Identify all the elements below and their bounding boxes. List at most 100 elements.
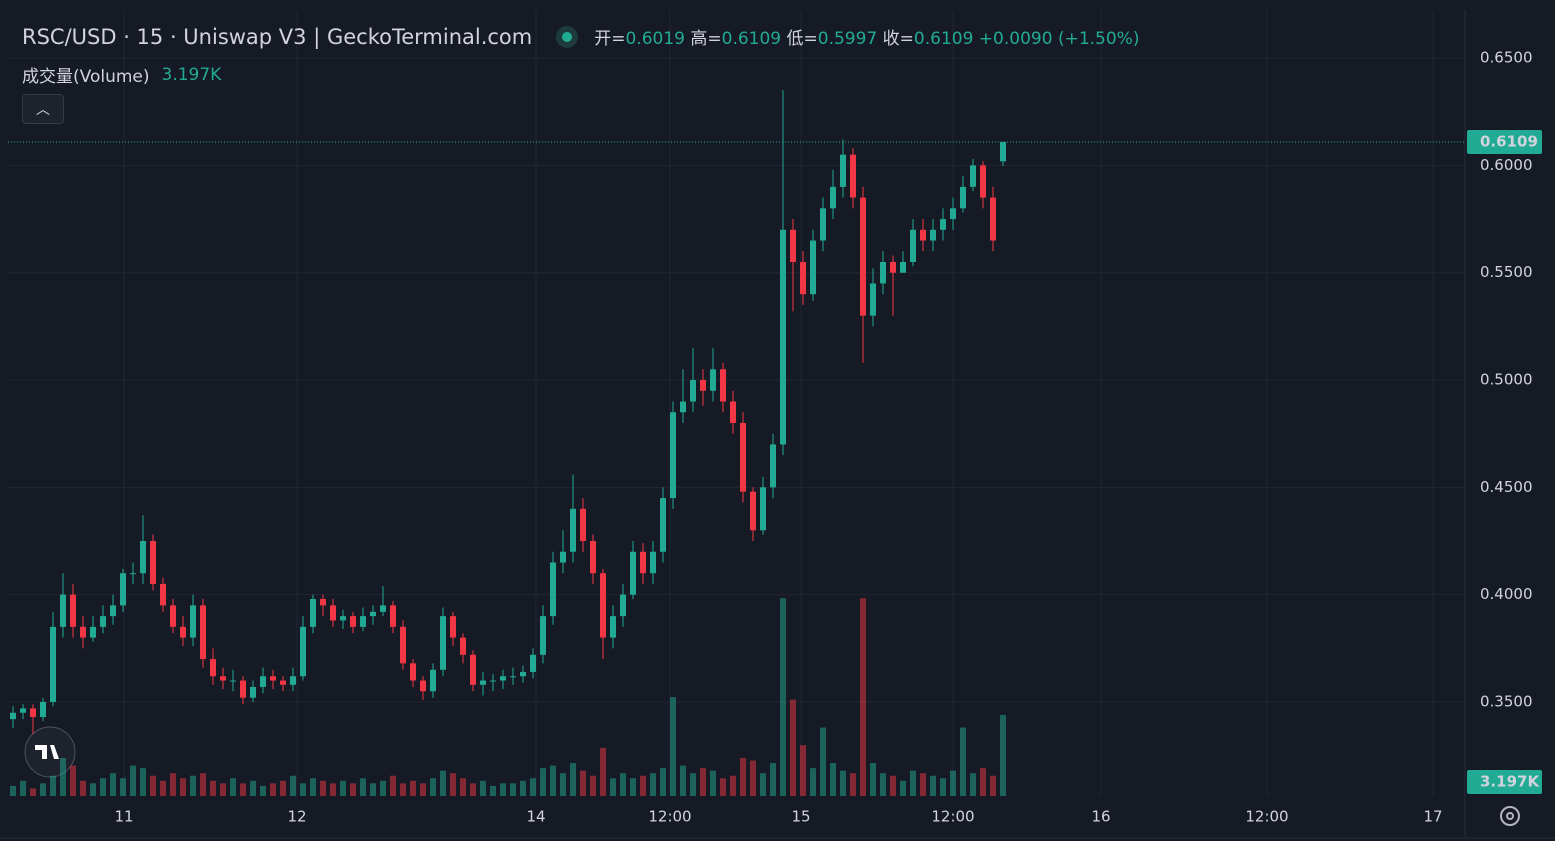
candle-body <box>420 680 426 692</box>
volume-bar <box>570 763 576 796</box>
settings-icon[interactable] <box>1500 806 1520 826</box>
volume-bar <box>380 780 386 796</box>
x-tick-label: 12:00 <box>931 808 974 826</box>
volume-bar <box>500 783 506 796</box>
candle-body <box>550 562 556 617</box>
volume-bar <box>660 768 666 796</box>
candle-body <box>280 680 286 685</box>
volume-bar <box>260 785 266 796</box>
volume-bar <box>780 598 786 796</box>
volume-bar <box>340 780 346 796</box>
volume-bar <box>320 780 326 796</box>
candle-body <box>510 676 516 678</box>
volume-bar <box>350 783 356 796</box>
candle-body <box>620 594 626 617</box>
candle-body <box>340 616 346 621</box>
volume-bar <box>510 783 516 796</box>
candle-body <box>630 551 636 595</box>
settings-button[interactable] <box>1500 806 1520 826</box>
volume-bar <box>720 778 726 796</box>
volume-bar <box>460 778 466 796</box>
candle-body <box>770 444 776 488</box>
candle-body <box>130 573 136 575</box>
volume-bar <box>580 770 586 796</box>
volume-bar <box>80 780 86 796</box>
candle-body <box>380 605 386 612</box>
volume-bar <box>210 780 216 796</box>
volume-bar <box>920 773 926 796</box>
candle-body <box>400 626 406 664</box>
volume-bar <box>970 773 976 796</box>
ohlc-label: 高= <box>690 29 722 49</box>
candle-body <box>750 491 756 531</box>
header: RSC/USD · 15 · Uniswap V3 | GeckoTermina… <box>22 24 1140 50</box>
candle-body <box>810 240 816 295</box>
candle-body <box>480 680 486 685</box>
volume-bar <box>150 775 156 796</box>
volume-bar <box>900 780 906 796</box>
candle-body <box>940 219 946 230</box>
candle-body <box>100 616 106 627</box>
open-value: 0.6019 <box>625 29 685 49</box>
volume-bar <box>60 757 66 796</box>
change-pct: (+1.50%) <box>1057 29 1140 49</box>
volume-bar <box>880 773 886 796</box>
candle-body <box>780 229 786 445</box>
candle-body <box>470 654 476 685</box>
candle-body <box>1000 142 1006 162</box>
y-tick-label: 0.5500 <box>1480 263 1533 281</box>
volume-bar <box>140 768 146 796</box>
x-tick-label: 11 <box>114 808 133 826</box>
volume-bar <box>940 778 946 796</box>
volume-bar <box>680 765 686 796</box>
volume-bar <box>110 773 116 796</box>
candle-body <box>170 605 176 627</box>
volume-bar <box>280 780 286 796</box>
pair-title: RSC/USD · 15 · Uniswap V3 | GeckoTermina… <box>22 24 533 49</box>
volume-bar <box>190 775 196 796</box>
candle-body <box>290 676 296 685</box>
candle-body <box>920 229 926 241</box>
candle-body <box>930 229 936 241</box>
candle-body <box>720 369 726 402</box>
volume-bar <box>530 778 536 796</box>
candle-body <box>900 261 906 273</box>
candle-body <box>70 594 76 627</box>
candle-body <box>860 197 866 316</box>
candle-body <box>460 637 466 655</box>
volume-header: 成交量(Volume) 3.197K <box>22 62 221 88</box>
volume-bar <box>890 775 896 796</box>
candle-body <box>800 261 806 295</box>
volume-bar <box>10 785 16 796</box>
logo-circle[interactable] <box>24 726 76 778</box>
volume-bar <box>850 773 856 796</box>
x-tick-label: 12 <box>287 808 306 826</box>
collapse-button[interactable]: ︿ <box>22 94 64 124</box>
candle-body <box>590 541 596 574</box>
volume-bar <box>240 783 246 796</box>
candle-body <box>610 616 616 638</box>
volume-bar <box>800 745 806 796</box>
y-tick-label: 0.5000 <box>1480 371 1533 389</box>
volume-name: 成交量(Volume) <box>22 67 150 87</box>
volume-bar <box>630 778 636 796</box>
candle-body <box>450 616 456 638</box>
candle-body <box>640 551 646 574</box>
volume-bar <box>930 775 936 796</box>
y-tick-label: 0.6500 <box>1480 49 1533 67</box>
volume-bar <box>430 778 436 796</box>
volume-bar <box>250 780 256 796</box>
volume-bar <box>960 727 966 796</box>
x-tick-label: 15 <box>791 808 810 826</box>
volume-bar <box>70 765 76 796</box>
volume-bar <box>770 763 776 796</box>
tv-logo[interactable] <box>24 726 76 778</box>
volume-bar <box>690 773 696 796</box>
volume-bar <box>400 783 406 796</box>
candle-body <box>570 508 576 552</box>
candle-body <box>850 154 856 198</box>
ohlc-label: 低= <box>786 29 818 49</box>
